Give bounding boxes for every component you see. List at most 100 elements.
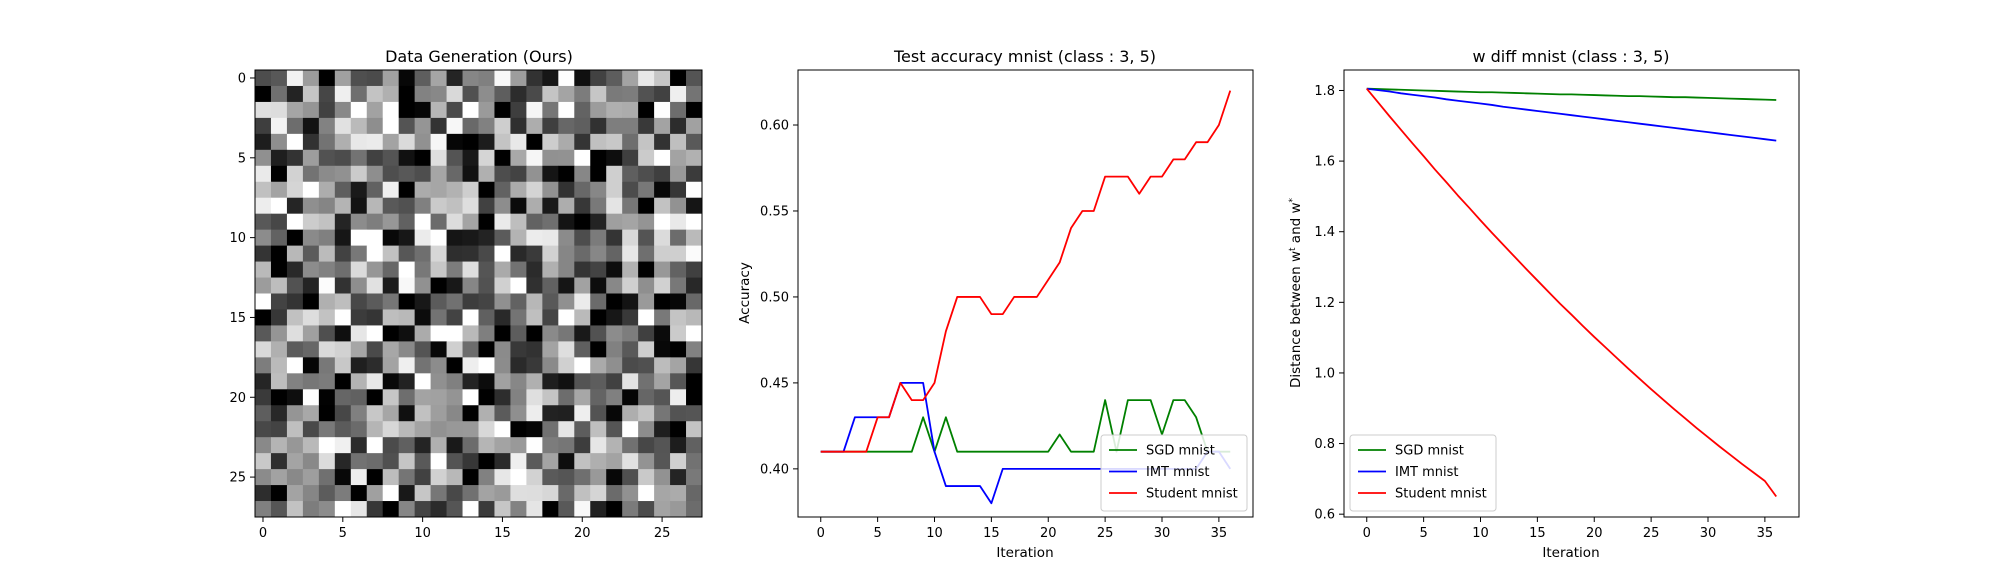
- heatmap-cell: [606, 213, 623, 231]
- heatmap-cell: [478, 469, 495, 486]
- heatmap-cell: [606, 485, 623, 502]
- heatmap-cell: [558, 117, 575, 135]
- heatmap-cell: [366, 277, 384, 294]
- heatmap-cell: [590, 197, 607, 215]
- heatmap-cell: [606, 101, 623, 119]
- heatmap-cell: [654, 70, 671, 87]
- heatmap-cell: [510, 373, 527, 390]
- heatmap-cell: [654, 245, 671, 262]
- heatmap-cell: [302, 421, 320, 438]
- heatmap-cell: [558, 293, 575, 310]
- heatmap-cell: [334, 341, 352, 358]
- heatmap-cell: [398, 229, 416, 246]
- heatmap-cell: [334, 133, 352, 151]
- heatmap-cell: [558, 469, 575, 486]
- heatmap-cell: [302, 229, 320, 246]
- heatmap-cell: [622, 181, 639, 199]
- xtick-label: 35: [1211, 526, 1228, 541]
- heatmap-cell: [494, 469, 511, 486]
- heatmap-cell: [638, 421, 655, 438]
- heatmap-cell: [590, 229, 607, 246]
- heatmap-cell: [574, 453, 591, 470]
- heatmap-cell: [350, 181, 368, 199]
- heatmap-cell: [350, 117, 368, 135]
- heatmap-cell: [350, 469, 368, 486]
- heatmap-cell: [334, 293, 352, 310]
- heatmap-cell: [622, 437, 639, 454]
- heatmap-cell: [478, 85, 495, 103]
- heatmap-cell: [558, 357, 575, 374]
- heatmap-cell: [366, 197, 384, 215]
- heatmap-cell: [318, 70, 336, 87]
- heatmap-cell: [574, 325, 591, 342]
- heatmap-cell: [430, 70, 447, 87]
- heatmap-cell: [654, 149, 671, 167]
- heatmap-cell: [654, 293, 671, 310]
- heatmap-cell: [510, 357, 527, 374]
- heatmap-cell: [382, 70, 400, 87]
- heatmap-cell: [366, 437, 384, 454]
- heatmap-cell: [366, 501, 384, 518]
- heatmap-cell: [622, 117, 639, 135]
- heatmap-cell: [366, 261, 384, 278]
- heatmap-cell: [478, 229, 495, 246]
- heatmap-cell: [446, 229, 463, 246]
- heatmap-cell: [414, 197, 431, 215]
- heatmap-cell: [622, 165, 639, 183]
- heatmap-cell: [526, 117, 543, 135]
- heatmap-cell: [510, 245, 527, 262]
- heatmap-cell: [382, 341, 400, 358]
- heatmap-cell: [542, 261, 559, 278]
- heatmap-cell: [430, 85, 447, 103]
- ytick-label: 1.6: [1314, 155, 1335, 170]
- heatmap-cell: [478, 70, 495, 87]
- heatmap-cell: [686, 373, 703, 390]
- heatmap-cell: [398, 245, 416, 262]
- heatmap-cell: [382, 421, 400, 438]
- heatmap-cell: [334, 325, 352, 342]
- heatmap-cell: [638, 389, 655, 406]
- heatmap-cell: [462, 501, 479, 518]
- heatmap-cell: [654, 325, 671, 342]
- heatmap-cell: [270, 181, 288, 199]
- heatmap-cell: [686, 325, 703, 342]
- heatmap-cell: [494, 85, 511, 103]
- heatmap-cell: [398, 421, 416, 438]
- heatmap-cell: [654, 165, 671, 183]
- heatmap-cell: [526, 261, 543, 278]
- heatmap-cell: [255, 501, 272, 518]
- heatmap-cell: [574, 293, 591, 310]
- heatmap-cell: [606, 453, 623, 470]
- heatmap-cell: [270, 341, 288, 358]
- legend: SGD mnist IMT mnist Student mnist: [1349, 434, 1497, 512]
- heatmap-cell: [590, 277, 607, 294]
- heatmap-cell: [590, 165, 607, 183]
- heatmap-cell: [414, 405, 431, 422]
- heatmap-cell: [558, 309, 575, 326]
- heatmap-cell: [446, 389, 463, 406]
- heatmap-cell: [622, 149, 639, 167]
- heatmap-cell: [270, 389, 288, 406]
- heatmap-cell: [270, 357, 288, 374]
- heatmap-cell: [430, 229, 447, 246]
- heatmap-cell: [414, 309, 431, 326]
- heatmap-cell: [494, 229, 511, 246]
- heatmap-cell: [286, 181, 304, 199]
- heatmap-cell: [382, 389, 400, 406]
- heatmap-cell: [606, 277, 623, 294]
- heatmap-cell: [430, 277, 447, 294]
- heatmap-cell: [638, 325, 655, 342]
- accuracy-title: Test accuracy mnist (class : 3, 5): [893, 47, 1156, 66]
- heatmap-cell: [622, 389, 639, 406]
- heatmap-cell: [270, 453, 288, 470]
- heatmap-cell: [350, 165, 368, 183]
- heatmap-cell: [302, 309, 320, 326]
- heatmap-cell: [446, 421, 463, 438]
- heatmap-ytick-label: 10: [229, 231, 246, 246]
- heatmap-cell: [654, 133, 671, 151]
- heatmap-cell: [462, 197, 479, 215]
- heatmap-cell: [622, 405, 639, 422]
- heatmap-cell: [526, 341, 543, 358]
- heatmap-cell: [494, 373, 511, 390]
- heatmap-cell: [622, 453, 639, 470]
